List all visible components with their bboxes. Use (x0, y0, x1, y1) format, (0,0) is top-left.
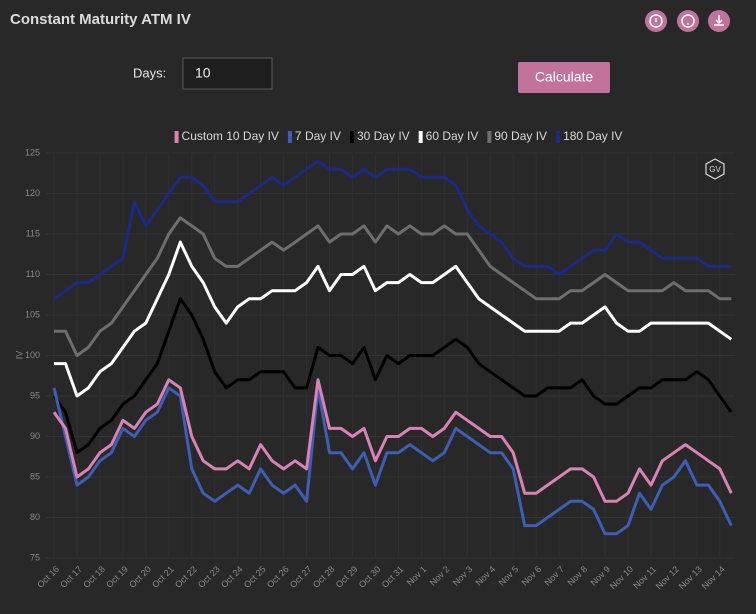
legend-item: 60 Day IV (418, 129, 479, 143)
legend-swatch (174, 131, 179, 143)
y-axis-label: IV (14, 351, 24, 360)
series-line (54, 240, 733, 398)
calculate-label: Calculate (535, 69, 594, 85)
days-label: Days: (133, 65, 166, 80)
y-tick-label: 120 (25, 188, 40, 198)
legend-item: Custom 10 Day IV (174, 129, 279, 143)
help-button[interactable] (677, 10, 699, 32)
series-line (53, 159, 732, 301)
legend-item: 180 Day IV (556, 129, 622, 143)
legend-item: 7 Day IV (287, 129, 341, 143)
days-value: 10 (195, 65, 211, 81)
legend-swatch (349, 131, 354, 143)
legend-label: 60 Day IV (426, 129, 479, 143)
series-line (54, 216, 732, 357)
info-button[interactable] (645, 10, 667, 32)
calculate-button[interactable] (518, 62, 610, 93)
y-tick-label: 95 (30, 390, 40, 400)
legend-label: 90 Day IV (494, 129, 547, 143)
legend-swatch (556, 131, 561, 143)
legend-label: 180 Day IV (563, 129, 622, 143)
days-input[interactable] (182, 57, 273, 90)
legend-swatch (487, 131, 492, 143)
y-tick-label: 80 (30, 512, 40, 522)
y-tick-label: 100 (25, 350, 40, 360)
legend-item: 30 Day IV (349, 129, 410, 143)
legend-item: 90 Day IV (487, 129, 547, 143)
legend-label: Custom 10 Day IV (182, 129, 279, 143)
y-tick-label: 105 (25, 309, 40, 319)
y-tick-label: 125 (25, 147, 40, 157)
legend: Custom 10 Day IV 7 Day IV 30 Day IV 60 Day … (174, 129, 622, 143)
legend-label: 30 Day IV (357, 129, 410, 143)
watermark: GV (709, 165, 721, 174)
series-line (52, 386, 733, 536)
y-tick-label: 115 (26, 228, 40, 238)
page-title: Constant Maturity ATM IV (10, 11, 191, 28)
y-tick-label: 110 (26, 269, 40, 279)
series-line (52, 297, 733, 455)
legend-swatch (418, 131, 423, 143)
series-line (52, 378, 733, 503)
y-tick-label: 85 (30, 471, 40, 481)
y-tick-label: 75 (30, 552, 40, 562)
download-button[interactable] (708, 10, 730, 32)
watermark-badge: GV (705, 158, 725, 180)
legend-label: 7 Day IV (295, 129, 341, 143)
y-tick-label: 90 (30, 431, 40, 441)
legend-swatch (287, 131, 292, 143)
